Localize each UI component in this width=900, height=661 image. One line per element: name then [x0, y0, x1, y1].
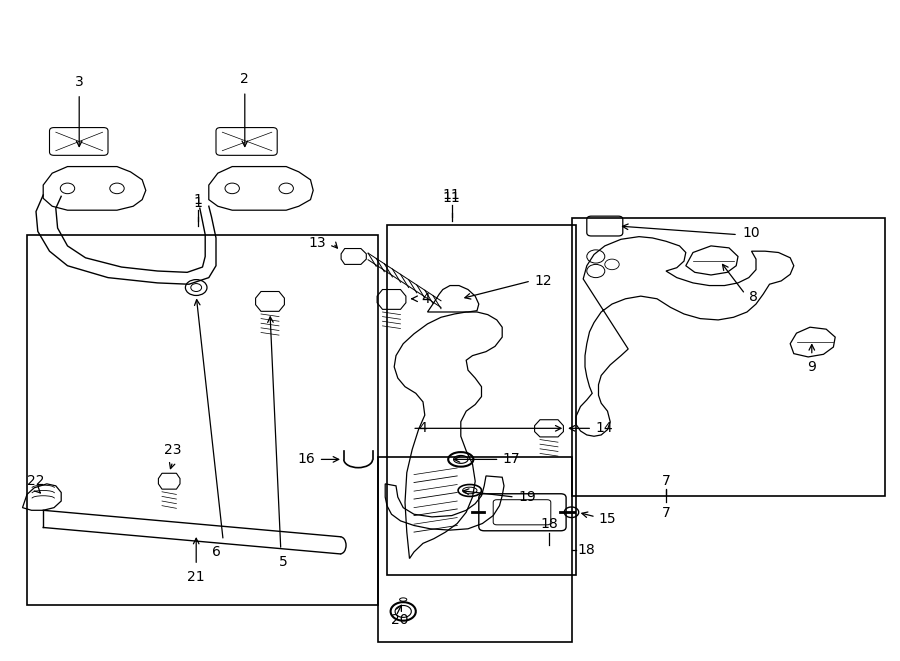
- Text: 18: 18: [578, 543, 596, 557]
- Text: 4: 4: [418, 421, 427, 436]
- Text: 18: 18: [540, 517, 558, 531]
- Text: 3: 3: [75, 75, 84, 89]
- Text: 7: 7: [662, 474, 670, 488]
- Text: 19: 19: [518, 490, 536, 504]
- Text: 6: 6: [212, 545, 220, 559]
- Text: 8: 8: [749, 290, 758, 305]
- Bar: [387, 225, 576, 575]
- Text: 9: 9: [807, 360, 816, 374]
- Text: 1: 1: [194, 196, 202, 210]
- Text: 16: 16: [297, 452, 315, 467]
- Text: 2: 2: [240, 72, 249, 86]
- Text: 11: 11: [443, 188, 461, 202]
- Text: 5: 5: [279, 555, 288, 569]
- Text: 13: 13: [308, 236, 326, 251]
- Text: 15: 15: [598, 512, 616, 526]
- Text: 22: 22: [27, 474, 45, 488]
- Text: 20: 20: [392, 613, 409, 627]
- Bar: [572, 218, 885, 496]
- Text: 17: 17: [502, 452, 520, 467]
- Text: 21: 21: [187, 570, 205, 584]
- Text: 14: 14: [596, 421, 614, 436]
- Text: 10: 10: [742, 225, 760, 240]
- Text: 12: 12: [535, 274, 553, 288]
- Text: 7: 7: [662, 506, 670, 520]
- Text: 1: 1: [194, 193, 202, 207]
- Bar: [27, 235, 378, 605]
- Text: 23: 23: [164, 444, 182, 457]
- Text: 4: 4: [421, 292, 430, 306]
- Bar: [378, 457, 572, 642]
- Text: 11: 11: [443, 191, 461, 205]
